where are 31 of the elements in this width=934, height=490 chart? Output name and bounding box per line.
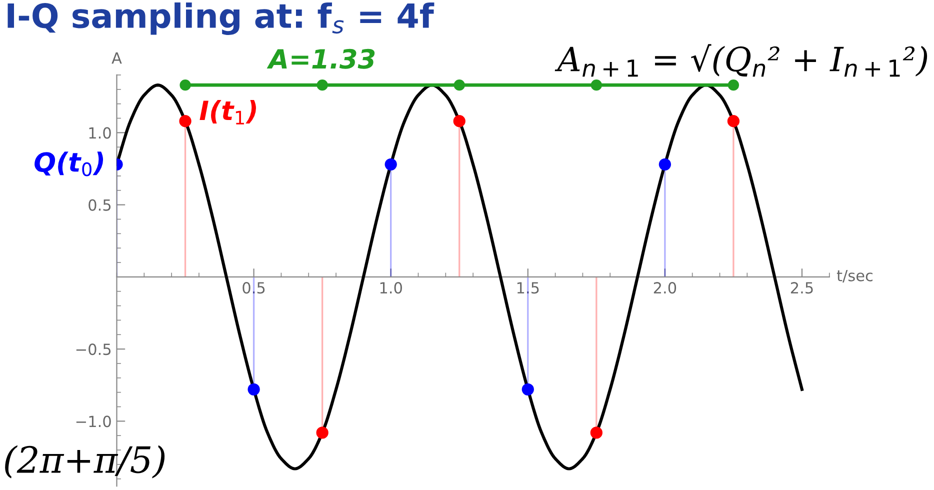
point: [248, 383, 260, 396]
point: [453, 115, 466, 128]
point: [522, 383, 534, 396]
x-axis-title: t/sec: [836, 270, 872, 283]
point: [384, 158, 397, 170]
series-label: A=1.33: [266, 48, 375, 69]
point: [180, 80, 191, 91]
point: [179, 115, 192, 128]
y-tick-label: −1.0: [76, 416, 111, 428]
point: [658, 158, 672, 170]
y-tick-label: −0.5: [76, 344, 111, 356]
point: [590, 80, 602, 91]
y-tick-label: 1.0: [89, 127, 111, 139]
annotation: (2π+π/5): [5, 445, 165, 478]
y-axis-title: A: [112, 52, 122, 64]
chart-title: I-Q sampling at: f$_{s}$ = 4f: [8, 2, 434, 35]
x-tick-label: 1.0: [380, 282, 402, 294]
annotation: A$_{n+1}$ = √(Q$_{n}$² + I$_{n+1}$²): [554, 44, 928, 77]
x-tick-label: 0.5: [242, 282, 265, 294]
point: [316, 426, 328, 439]
x-tick-label: 2.0: [654, 282, 676, 294]
point: [316, 80, 328, 91]
x-tick-label: 1.5: [517, 282, 539, 294]
point: [727, 115, 740, 128]
point: [590, 426, 602, 439]
series-label: Q(t$_{0}$): [34, 152, 104, 176]
point: [728, 80, 740, 91]
point: [454, 80, 465, 91]
series-label: I(t$_{1}$): [200, 100, 256, 124]
y-tick-label: 0.5: [88, 199, 111, 211]
x-tick-label: 2.5: [790, 282, 813, 294]
